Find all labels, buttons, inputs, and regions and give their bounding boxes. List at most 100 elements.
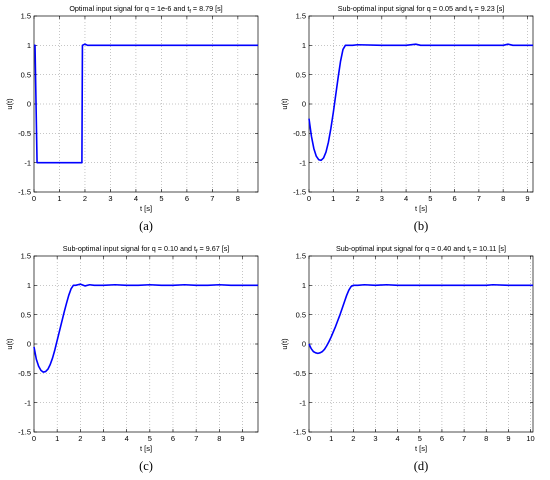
x-tick-label: 5 (159, 194, 163, 203)
x-axis-label: t [s] (415, 204, 427, 213)
x-tick-label: 0 (307, 434, 311, 443)
y-axis-label: u(t) (280, 338, 289, 350)
y-tick-label: -0.5 (18, 369, 31, 378)
x-tick-label: 7 (210, 194, 214, 203)
chart-title-main: Sub-optimal input signal for q = 0.10 an… (63, 244, 196, 253)
y-tick-label: -1 (299, 158, 306, 167)
series-line (34, 43, 258, 164)
x-tick-label: 2 (351, 434, 355, 443)
y-tick-label: -1 (299, 398, 306, 407)
x-tick-label: 1 (55, 434, 59, 443)
y-tick-label: 1 (27, 281, 31, 290)
x-tick-label: 8 (236, 194, 240, 203)
y-tick-label: -0.5 (293, 369, 306, 378)
y-tick-label: 0 (27, 340, 31, 349)
y-tick-label: 0.5 (296, 310, 306, 319)
x-tick-label: 0 (32, 194, 36, 203)
chart-title-subscript: f (189, 9, 191, 15)
panel-caption: (d) (414, 459, 429, 473)
y-tick-label: -1 (24, 158, 31, 167)
x-tick-label: 8 (484, 434, 488, 443)
y-tick-label: 0.5 (21, 70, 31, 79)
chart-panel-a: 0 1 2 3 4 5 6 7 8 -1.5 -1 -0.5 0 0.5 1 1.5 Optimal input… (0, 0, 275, 240)
x-tick-label: 7 (194, 434, 198, 443)
chart-c-svg: 0 1 2 3 4 5 6 7 8 9 -1.5 -1 -0.5 0 0.5 1 1.5 Sub-optimal … (5, 244, 259, 473)
x-tick-label: 6 (185, 194, 189, 203)
chart-title-value: = 9.23 [s] (473, 4, 505, 13)
panel-caption: (b) (414, 219, 429, 233)
chart-title-value: = 10.11 [s] (471, 244, 506, 253)
x-tick-label: 1 (57, 194, 61, 203)
x-tick-label: 1 (329, 434, 333, 443)
x-axis-label: t [s] (415, 444, 427, 453)
x-tick-label: 4 (396, 434, 400, 443)
x-tick-label: 9 (506, 434, 510, 443)
chart-panel-c: 0 1 2 3 4 5 6 7 8 9 -1.5 -1 -0.5 0 0.5 1 1.5 Sub-optimal … (0, 240, 275, 480)
chart-title-main: Sub-optimal input signal for q = 0.40 an… (336, 244, 469, 253)
x-tick-label: 4 (404, 194, 408, 203)
panel-caption: (a) (139, 219, 153, 233)
chart-b-svg: 0 1 2 3 4 5 6 7 8 9 -1.5 -1 -0.5 0 0.5 1 1.5 Sub-optimal … (280, 4, 534, 233)
y-tick-label: 1 (302, 41, 306, 50)
y-tick-label: 1 (27, 41, 31, 50)
y-tick-label: -1.5 (293, 188, 306, 197)
chart-title: Sub-optimal input signal for q = 0.05 an… (338, 4, 505, 15)
y-tick-label: 0.5 (21, 310, 31, 319)
y-tick-label: -1.5 (18, 188, 31, 197)
x-tick-label: 8 (501, 194, 505, 203)
x-tick-label: 1 (331, 194, 335, 203)
x-tick-label: 5 (428, 194, 432, 203)
chart-panel-b: 0 1 2 3 4 5 6 7 8 9 -1.5 -1 -0.5 0 0.5 1 1.5 Sub-optimal … (275, 0, 550, 240)
y-tick-label: 0 (302, 340, 306, 349)
y-axis-label: u(t) (5, 98, 14, 110)
panel-caption: (c) (139, 459, 153, 473)
chart-title-subscript: f (469, 249, 471, 255)
chart-title: Optimal input signal for q = 1e-6 and tf… (69, 4, 222, 15)
x-tick-label: 9 (240, 434, 244, 443)
x-tick-label: 0 (32, 434, 36, 443)
y-tick-label: 1.5 (21, 12, 31, 21)
x-tick-label: 2 (83, 194, 87, 203)
y-tick-label: 1 (302, 281, 306, 290)
x-tick-label: 6 (171, 434, 175, 443)
x-tick-label: 9 (525, 194, 529, 203)
y-tick-label: 0.5 (296, 70, 306, 79)
chart-title-value: = 9.67 [s] (198, 244, 230, 253)
y-tick-label: 1.5 (21, 252, 31, 261)
x-axis-label: t [s] (140, 204, 152, 213)
chart-title-subscript: f (471, 9, 473, 15)
y-tick-label: -1.5 (18, 428, 31, 437)
chart-title: Sub-optimal input signal for q = 0.10 an… (63, 244, 230, 255)
series-line (308, 43, 533, 162)
y-tick-label: -0.5 (293, 129, 306, 138)
chart-panel-d: 0 1 2 3 4 5 6 7 8 9 10 -1.5 -1 -0.5 0 0.5 1 1.5 Sub-optima… (275, 240, 550, 480)
chart-title-value: = 8.79 [s] (191, 4, 223, 13)
y-tick-label: -1 (24, 398, 31, 407)
y-tick-label: 0 (302, 100, 306, 109)
y-tick-label: 1.5 (296, 252, 306, 261)
chart-title-subscript: f (196, 249, 198, 255)
y-tick-label: 1.5 (296, 12, 306, 21)
y-tick-label: -0.5 (18, 129, 31, 138)
x-tick-label: 7 (477, 194, 481, 203)
y-axis-label: u(t) (280, 98, 289, 110)
x-tick-label: 3 (373, 434, 377, 443)
x-tick-label: 6 (453, 194, 457, 203)
x-tick-label: 2 (355, 194, 359, 203)
x-tick-label: 6 (440, 434, 444, 443)
x-tick-label: 5 (148, 434, 152, 443)
chart-title-main: Optimal input signal for q = 1e-6 and t (69, 4, 189, 13)
chart-title-main: Sub-optimal input signal for q = 0.05 an… (338, 4, 471, 13)
chart-title: Sub-optimal input signal for q = 0.40 an… (336, 244, 506, 255)
x-tick-label: 8 (217, 434, 221, 443)
x-tick-label: 5 (418, 434, 422, 443)
y-tick-label: -1.5 (293, 428, 306, 437)
x-tick-label: 4 (125, 434, 129, 443)
y-axis-label: u(t) (5, 338, 14, 350)
y-tick-label: 0 (27, 100, 31, 109)
x-tick-label: 10 (526, 434, 534, 443)
chart-a-svg: 0 1 2 3 4 5 6 7 8 -1.5 -1 -0.5 0 0.5 1 1.5 Optimal input… (5, 4, 259, 233)
x-tick-label: 0 (307, 194, 311, 203)
x-tick-label: 4 (134, 194, 138, 203)
x-tick-label: 3 (101, 434, 105, 443)
